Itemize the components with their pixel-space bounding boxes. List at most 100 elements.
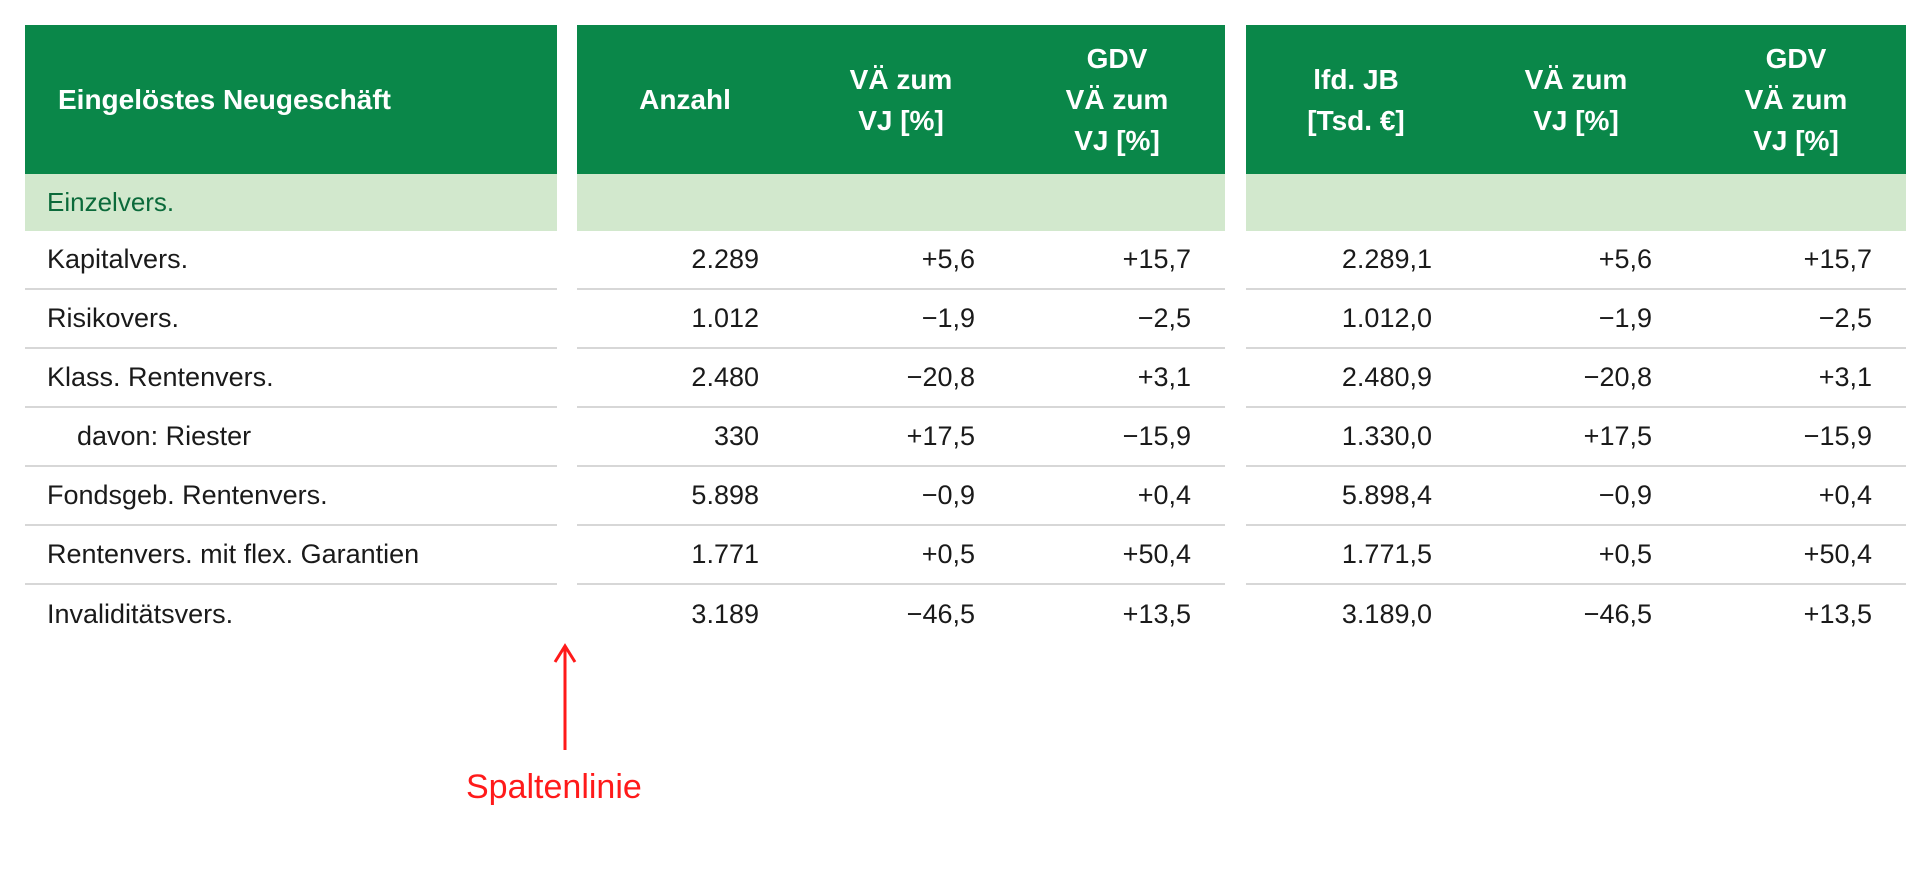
- table-row: 3.189 −46,5 +13,5: [577, 585, 1225, 644]
- table-cell: 2.480: [691, 362, 759, 392]
- table-cell: +50,4: [1803, 539, 1872, 569]
- table-row: 3.189,0 −46,5 +13,5: [1246, 585, 1906, 644]
- column-header-line: lfd. JB: [1313, 63, 1399, 95]
- table-cell: 1.012: [691, 303, 759, 333]
- table-row: 1.330,0 +17,5 −15,9: [1246, 408, 1906, 467]
- column-header: Anzahl: [577, 79, 793, 120]
- row-label: davon: Riester: [77, 421, 252, 451]
- column-header-line: VÄ zum: [1524, 63, 1628, 95]
- annotation-label: Spaltenlinie: [466, 768, 642, 806]
- label-rows: Kapitalvers. Risikovers. Klass. Rentenvers…: [25, 231, 557, 644]
- table-cell: 5.898,4: [1341, 480, 1432, 510]
- table-cell: +17,5: [906, 421, 975, 451]
- table-row: Kapitalvers.: [25, 231, 557, 290]
- contribution-panel: lfd. JB [Tsd. €] VÄ zum VJ [%] GDV VÄ zum VJ […: [1246, 25, 1906, 644]
- count-panel: Anzahl VÄ zum VJ [%] GDV VÄ zum VJ [%] 2.289 +…: [577, 25, 1225, 644]
- table-header-labels: Eingelöstes Neugeschäft: [25, 25, 557, 174]
- table-row: 5.898,4 −0,9 +0,4: [1246, 467, 1906, 526]
- table-row: 1.771,5 +0,5 +50,4: [1246, 526, 1906, 585]
- column-header-line: VÄ zum: [1744, 84, 1848, 115]
- table-cell: +3,1: [1818, 362, 1872, 392]
- table-cell: +5,6: [921, 244, 975, 274]
- column-header-line: VÄ zum: [849, 63, 953, 95]
- table-cell: −1,9: [921, 303, 975, 333]
- table-cell: 3.189,0: [1341, 599, 1432, 629]
- table-row: Invaliditätsvers.: [25, 585, 557, 644]
- column-header: lfd. JB [Tsd. €]: [1246, 59, 1466, 141]
- row-label: Fondsgeb. Rentenvers.: [47, 480, 328, 510]
- table-cell: −15,9: [1122, 421, 1191, 451]
- table-cell: −2,5: [1137, 303, 1191, 333]
- table-cell: +17,5: [1583, 421, 1652, 451]
- column-header: GDV VÄ zum VJ [%]: [1009, 38, 1225, 161]
- column-header: VÄ zum VJ [%]: [793, 59, 1009, 141]
- column-header-line: GDV: [1086, 43, 1148, 74]
- table-cell: +15,7: [1803, 244, 1872, 274]
- column-header: VÄ zum VJ [%]: [1466, 59, 1686, 141]
- table-cell: −1,9: [1598, 303, 1652, 333]
- column-header-line: VJ [%]: [1753, 125, 1839, 156]
- arrow-up-icon: [553, 643, 577, 750]
- column-header: GDV VÄ zum VJ [%]: [1686, 38, 1906, 161]
- column-header-line: VÄ zum: [1065, 84, 1169, 115]
- table-row: 1.012,0 −1,9 −2,5: [1246, 290, 1906, 349]
- section-row-count-group: [577, 174, 1225, 231]
- table-cell: 2.289: [691, 244, 759, 274]
- row-label: Kapitalvers.: [47, 244, 189, 274]
- column-header-line: VJ [%]: [1074, 125, 1160, 156]
- table-row: 1.771 +0,5 +50,4: [577, 526, 1225, 585]
- table-row: Risikovers.: [25, 290, 557, 349]
- table-cell: −2,5: [1818, 303, 1872, 333]
- column-header-line: Anzahl: [639, 84, 731, 115]
- section-label: Einzelvers.: [47, 187, 175, 217]
- row-label: Klass. Rentenvers.: [47, 362, 274, 392]
- table-header-count-group: Anzahl VÄ zum VJ [%] GDV VÄ zum VJ [%]: [577, 25, 1225, 174]
- table-cell: +5,6: [1598, 244, 1652, 274]
- table-cell: 1.771,5: [1341, 539, 1432, 569]
- table-row: 2.480 −20,8 +3,1: [577, 349, 1225, 408]
- table-cell: −15,9: [1803, 421, 1872, 451]
- table-row: 330 +17,5 −15,9: [577, 408, 1225, 467]
- table-row: 2.480,9 −20,8 +3,1: [1246, 349, 1906, 408]
- contribution-rows: 2.289,1 +5,6 +15,7 1.012,0 −1,9 −2,5 2.480,9 −2…: [1246, 231, 1906, 644]
- table-row: davon: Riester: [25, 408, 557, 467]
- table-cell: 1.330,0: [1341, 421, 1432, 451]
- table-cell: −0,9: [921, 480, 975, 510]
- table-row: 1.012 −1,9 −2,5: [577, 290, 1225, 349]
- table-cell: +13,5: [1803, 599, 1872, 629]
- table-row: 2.289 +5,6 +15,7: [577, 231, 1225, 290]
- table-cell: −46,5: [906, 599, 975, 629]
- table-cell: +15,7: [1122, 244, 1191, 274]
- table-cell: −0,9: [1598, 480, 1652, 510]
- row-label: Rentenvers. mit flex. Garantien: [47, 539, 420, 569]
- row-label: Risikovers.: [47, 303, 180, 333]
- table-cell: 2.480,9: [1341, 362, 1432, 392]
- table-cell: +0,5: [921, 539, 975, 569]
- column-header-line: VJ [%]: [1533, 104, 1619, 136]
- table-cell: 5.898: [691, 480, 759, 510]
- row-label: Invaliditätsvers.: [47, 599, 234, 629]
- table-cell: +50,4: [1122, 539, 1191, 569]
- section-row-label: Einzelvers.: [25, 174, 557, 231]
- table-cell: +13,5: [1122, 599, 1191, 629]
- table-header-contribution-group: lfd. JB [Tsd. €] VÄ zum VJ [%] GDV VÄ zum VJ […: [1246, 25, 1906, 174]
- table-cell: −46,5: [1583, 599, 1652, 629]
- table-cell: +3,1: [1137, 362, 1191, 392]
- table-cell: +0,4: [1137, 480, 1191, 510]
- count-rows: 2.289 +5,6 +15,7 1.012 −1,9 −2,5 2.480 −20,8 +3,…: [577, 231, 1225, 644]
- table-row: 5.898 −0,9 +0,4: [577, 467, 1225, 526]
- table-cell: +0,4: [1818, 480, 1872, 510]
- table-row: Rentenvers. mit flex. Garantien: [25, 526, 557, 585]
- table-cell: 1.771: [691, 539, 759, 569]
- column-header-line: GDV: [1765, 43, 1827, 74]
- table-cell: −20,8: [1583, 362, 1652, 392]
- column-header-line: VJ [%]: [858, 104, 944, 136]
- label-panel: Eingelöstes Neugeschäft Einzelvers. Kapi…: [25, 25, 557, 644]
- table-cell: 1.012,0: [1341, 303, 1432, 333]
- table-cell: −20,8: [906, 362, 975, 392]
- table-row: Fondsgeb. Rentenvers.: [25, 467, 557, 526]
- table-cell: 2.289,1: [1341, 244, 1432, 274]
- table-cell: 330: [713, 421, 759, 451]
- table-cell: +0,5: [1598, 539, 1652, 569]
- section-row-contribution-group: [1246, 174, 1906, 231]
